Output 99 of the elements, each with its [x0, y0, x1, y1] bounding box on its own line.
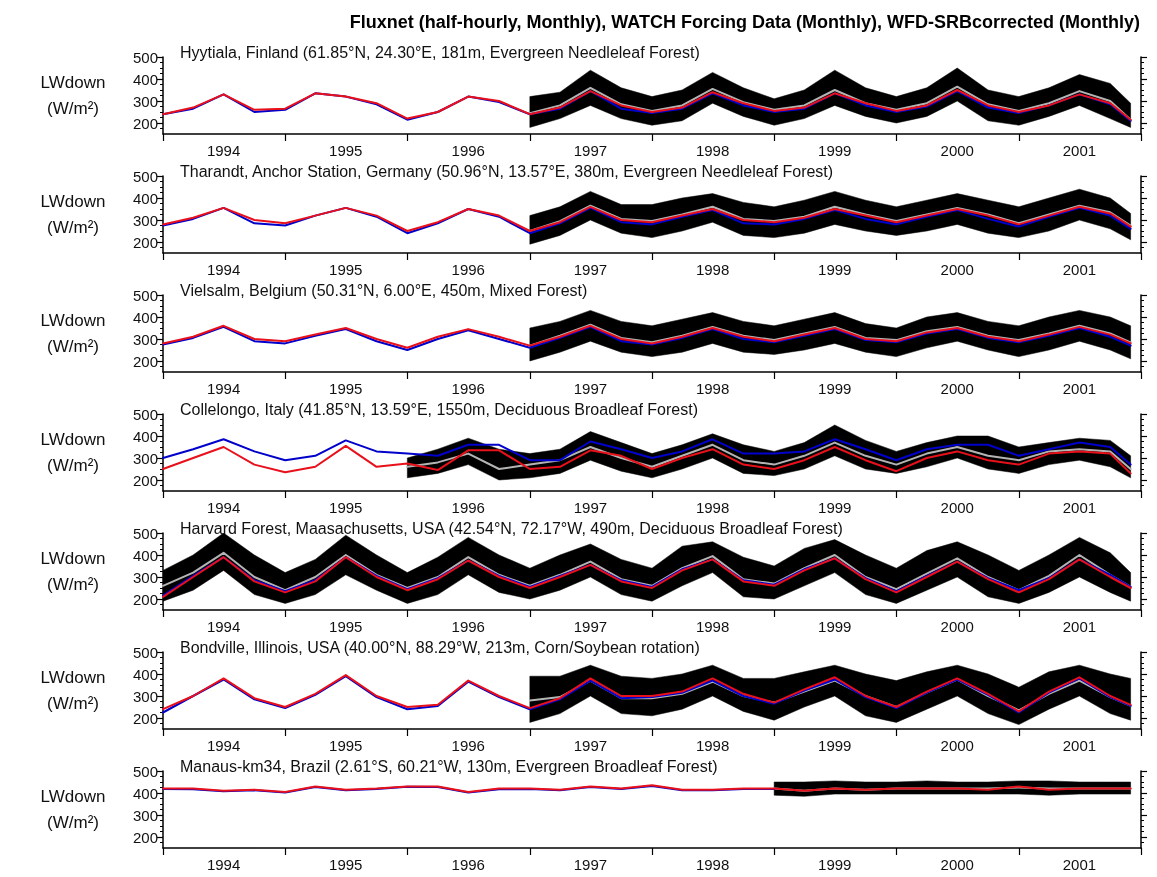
- x-tick-label: 1999: [818, 618, 852, 635]
- y-tick-label: 500: [132, 48, 158, 66]
- x-tick-label: 1997: [573, 499, 608, 516]
- x-tick-label: 2001: [1062, 737, 1097, 754]
- x-tick-label: 1997: [573, 380, 608, 397]
- chart-subtitle: Bondville, Illinois, USA (40.00°N, 88.29°W, 213m, Corn/Soybean rotation): [180, 638, 700, 656]
- x-tick-label: 2001: [1062, 261, 1097, 278]
- x-tick-label: 1997: [573, 856, 608, 873]
- x-tick-label: 1999: [818, 380, 852, 397]
- chart-subtitle: Hyytiala, Finland (61.85°N, 24.30°E, 181m, Evergreen Needleleaf Forest): [180, 43, 700, 61]
- x-tick-label: 2000: [940, 380, 974, 397]
- x-tick-label: 1994: [206, 618, 241, 635]
- y-tick-label: 200: [132, 590, 158, 608]
- y-tick-label: 300: [132, 806, 158, 824]
- y-axis-title: LWdown (W/m²): [40, 192, 106, 237]
- x-tick-label: 1996: [451, 499, 485, 516]
- x-tick-label: 1999: [818, 142, 852, 159]
- x-tick-label: 2000: [940, 856, 974, 873]
- y-tick-label: 300: [132, 687, 158, 705]
- y-tick-label: 400: [132, 784, 158, 802]
- y-axis-title: LWdown (W/m²): [40, 73, 106, 118]
- x-tick-label: 2001: [1062, 856, 1097, 873]
- x-tick-label: 1997: [573, 618, 608, 635]
- y-tick-label: 400: [132, 546, 158, 564]
- chart-subtitle: Vielsalm, Belgium (50.31°N, 6.00°E, 450m, Mixed Forest): [180, 281, 588, 299]
- x-tick-label: 1998: [695, 856, 730, 873]
- x-tick-label: 1995: [329, 737, 363, 754]
- y-tick-label: 300: [132, 330, 158, 348]
- x-tick-label: 1996: [451, 618, 485, 635]
- y-tick-label: 500: [132, 405, 158, 423]
- x-tick-label: 1999: [818, 737, 852, 754]
- x-tick-label: 1994: [206, 261, 241, 278]
- x-tick-label: 1995: [329, 499, 363, 516]
- y-tick-label: 500: [132, 167, 158, 185]
- x-tick-label: 1998: [695, 499, 730, 516]
- x-tick-label: 1996: [451, 142, 485, 159]
- x-tick-label: 1998: [695, 261, 730, 278]
- x-tick-label: 1999: [818, 856, 852, 873]
- x-tick-label: 1996: [451, 261, 485, 278]
- chart-title: Fluxnet (half-hourly, Monthly), WATCH Forcing Data (Monthly), WFD-SRBcorrected (Monthly): [349, 12, 1141, 32]
- chart-subtitle: Harvard Forest, Maasachusetts, USA (42.54°N, 72.17°W, 490m, Deciduous Broadleaf Forest): [180, 519, 843, 537]
- x-tick-label: 2000: [940, 142, 974, 159]
- x-tick-label: 1995: [329, 380, 363, 397]
- y-tick-label: 400: [132, 308, 158, 326]
- y-tick-label: 200: [132, 471, 158, 489]
- x-tick-label: 1996: [451, 856, 485, 873]
- x-tick-label: 1999: [818, 499, 852, 516]
- y-tick-label: 500: [132, 643, 158, 661]
- y-tick-label: 400: [132, 70, 158, 88]
- x-tick-label: 1998: [695, 142, 730, 159]
- y-axis-title: LWdown (W/m²): [40, 430, 106, 475]
- x-tick-label: 2001: [1062, 142, 1097, 159]
- x-tick-label: 1995: [329, 618, 363, 635]
- y-tick-label: 400: [132, 665, 158, 683]
- x-tick-label: 1994: [206, 499, 241, 516]
- x-tick-label: 1995: [329, 261, 363, 278]
- chart-subtitle: Tharandt, Anchor Station, Germany (50.96°N, 13.57°E, 380m, Evergreen Needleleaf Forest): [180, 162, 834, 180]
- y-tick-label: 300: [132, 92, 158, 110]
- y-tick-label: 200: [132, 828, 158, 846]
- x-tick-label: 1994: [206, 380, 241, 397]
- y-tick-label: 300: [132, 449, 158, 467]
- y-tick-label: 200: [132, 233, 158, 251]
- x-tick-label: 1994: [206, 856, 241, 873]
- y-tick-label: 200: [132, 114, 158, 132]
- y-tick-label: 300: [132, 211, 158, 229]
- y-tick-label: 400: [132, 189, 158, 207]
- x-tick-label: 1998: [695, 380, 730, 397]
- y-tick-label: 500: [132, 286, 158, 304]
- x-tick-label: 1995: [329, 142, 363, 159]
- x-tick-label: 1994: [206, 142, 241, 159]
- x-tick-label: 1999: [818, 261, 852, 278]
- y-tick-label: 200: [132, 709, 158, 727]
- x-tick-label: 2000: [940, 737, 974, 754]
- y-tick-label: 500: [132, 762, 158, 780]
- y-axis-title: LWdown (W/m²): [40, 668, 106, 713]
- x-tick-label: 2000: [940, 618, 974, 635]
- y-tick-label: 400: [132, 427, 158, 445]
- x-tick-label: 1997: [573, 737, 608, 754]
- y-axis-title: LWdown (W/m²): [40, 549, 106, 594]
- y-tick-label: 300: [132, 568, 158, 586]
- x-tick-label: 1996: [451, 737, 485, 754]
- x-tick-label: 1994: [206, 737, 241, 754]
- y-tick-label: 500: [132, 524, 158, 542]
- y-axis-title: LWdown (W/m²): [40, 311, 106, 356]
- x-tick-label: 2000: [940, 261, 974, 278]
- x-tick-label: 1996: [451, 380, 485, 397]
- x-tick-label: 1997: [573, 261, 608, 278]
- x-tick-label: 2001: [1062, 380, 1097, 397]
- x-tick-label: 2000: [940, 499, 974, 516]
- y-axis-title: LWdown (W/m²): [40, 787, 106, 832]
- x-tick-label: 1995: [329, 856, 363, 873]
- chart-subtitle: Manaus-km34, Brazil (2.61°S, 60.21°W, 130m, Evergreen Broadleaf Forest): [180, 757, 718, 775]
- x-tick-label: 2001: [1062, 618, 1097, 635]
- y-tick-label: 200: [132, 352, 158, 370]
- x-tick-label: 1998: [695, 737, 730, 754]
- x-tick-label: 2001: [1062, 499, 1097, 516]
- x-tick-label: 1998: [695, 618, 730, 635]
- x-tick-label: 1997: [573, 142, 608, 159]
- chart-subtitle: Collelongo, Italy (41.85°N, 13.59°E, 1550m, Deciduous Broadleaf Forest): [180, 400, 698, 418]
